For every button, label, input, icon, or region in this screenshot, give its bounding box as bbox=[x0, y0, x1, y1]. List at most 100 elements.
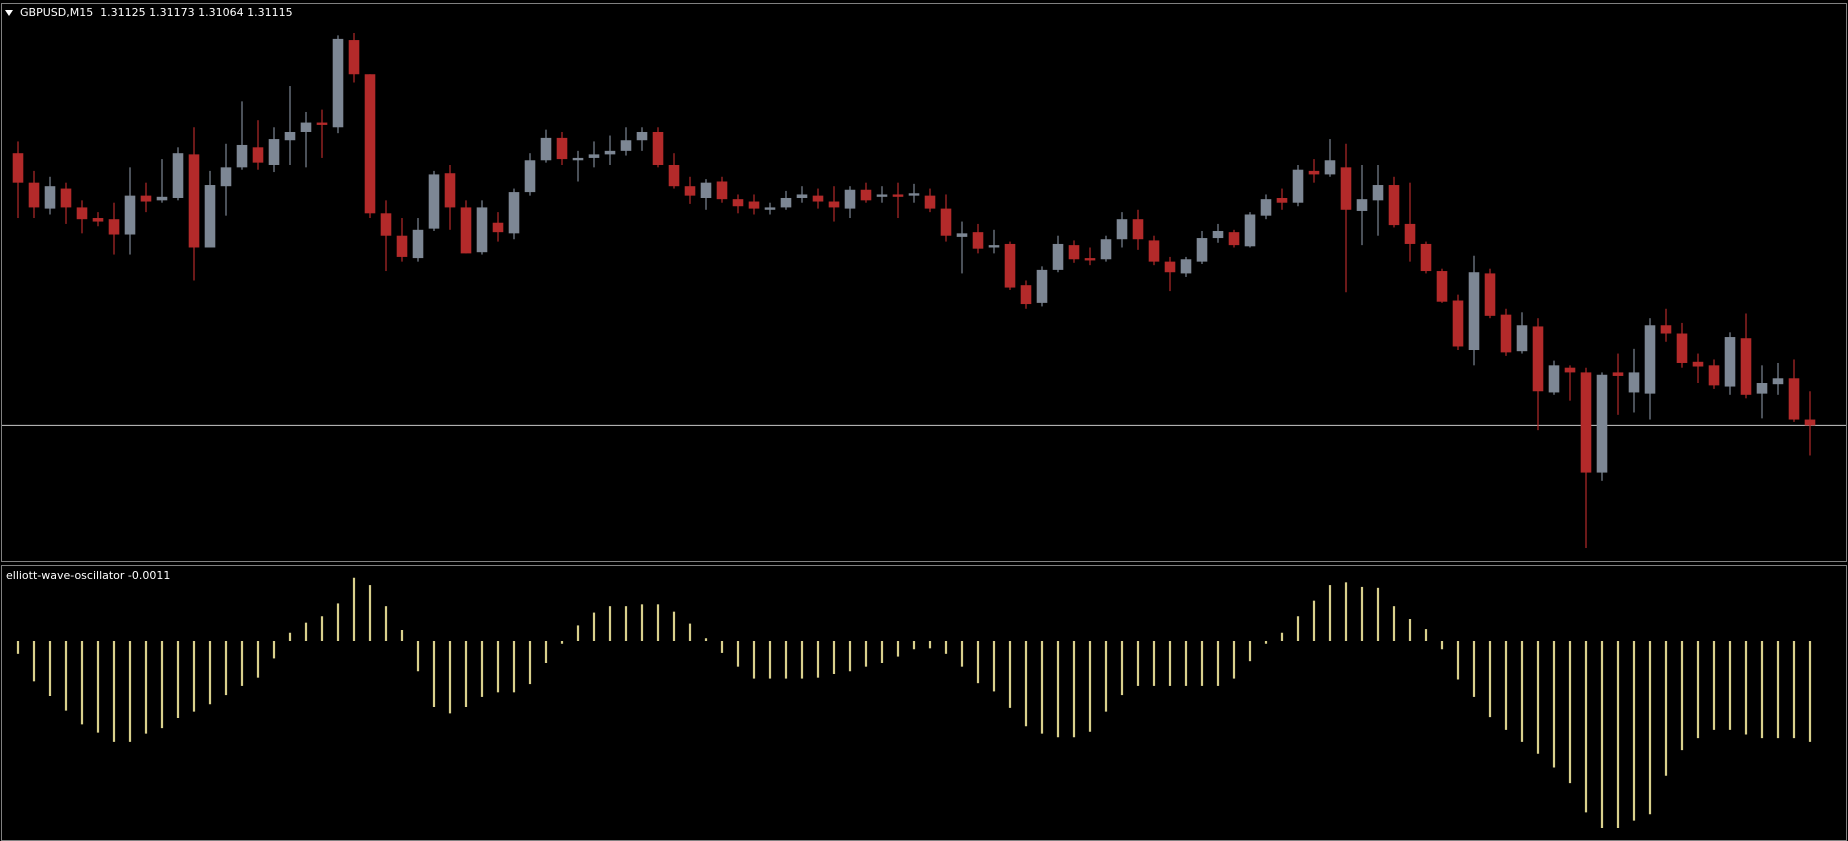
candle-body bbox=[844, 189, 856, 209]
candle-body bbox=[1084, 258, 1096, 261]
candle-body bbox=[284, 131, 296, 141]
candle-body bbox=[1164, 261, 1176, 273]
candle-body bbox=[1548, 365, 1560, 393]
candle-body bbox=[1404, 223, 1416, 244]
candle-body bbox=[44, 186, 56, 209]
candle-body bbox=[1052, 243, 1064, 270]
candle-body bbox=[188, 154, 200, 248]
candle-body bbox=[1804, 419, 1816, 426]
candle-body bbox=[1372, 185, 1384, 201]
candle-body bbox=[1692, 361, 1704, 367]
candle-body bbox=[1708, 365, 1720, 386]
candle-body bbox=[1580, 372, 1592, 473]
candle-body bbox=[460, 207, 472, 254]
marks bbox=[2, 33, 1846, 828]
candle-body bbox=[572, 157, 584, 161]
candle-body bbox=[1724, 337, 1736, 387]
candle-body bbox=[764, 207, 776, 210]
candle-body bbox=[1004, 243, 1016, 288]
candle-body bbox=[1484, 273, 1496, 316]
candle-body bbox=[556, 137, 568, 160]
candle-body bbox=[1740, 338, 1752, 395]
candle-body bbox=[1308, 170, 1320, 175]
candle-body bbox=[716, 181, 728, 200]
candle-body bbox=[1228, 232, 1240, 246]
candle-body bbox=[140, 195, 152, 202]
candle-body bbox=[892, 194, 904, 197]
candle-body bbox=[1324, 160, 1336, 175]
candle-body bbox=[476, 207, 488, 253]
candle-body bbox=[156, 196, 168, 201]
symbol-header: GBPUSD,M15 1.31125 1.31173 1.31064 1.311… bbox=[20, 6, 293, 19]
candle-body bbox=[684, 186, 696, 196]
candle-body bbox=[924, 195, 936, 209]
candle-body bbox=[1436, 271, 1448, 302]
candle-body bbox=[668, 164, 680, 187]
candle-body bbox=[1660, 325, 1672, 334]
candle-body bbox=[268, 139, 280, 165]
candle-body bbox=[876, 194, 888, 197]
candle-body bbox=[1100, 239, 1112, 260]
candle-body bbox=[1756, 383, 1768, 394]
candle-body bbox=[828, 201, 840, 208]
candle-body bbox=[972, 232, 984, 249]
candle-body bbox=[76, 207, 88, 220]
candle-body bbox=[1500, 314, 1512, 353]
candle-body bbox=[1244, 214, 1256, 247]
candle-body bbox=[540, 137, 552, 161]
candle-body bbox=[1116, 219, 1128, 240]
candle-body bbox=[1612, 372, 1624, 376]
candle-body bbox=[28, 182, 40, 208]
candle-body bbox=[252, 147, 264, 163]
candle-body bbox=[1020, 285, 1032, 305]
candle-body bbox=[796, 194, 808, 198]
candle-body bbox=[12, 153, 24, 183]
candle-body bbox=[700, 182, 712, 198]
candle-body bbox=[988, 245, 1000, 248]
candle-body bbox=[204, 185, 216, 248]
candle-body bbox=[812, 195, 824, 202]
candle-body bbox=[860, 189, 872, 201]
candle-body bbox=[620, 140, 632, 151]
candle-body bbox=[1516, 325, 1528, 352]
candle-body bbox=[908, 193, 920, 196]
candle-body bbox=[1676, 333, 1688, 363]
indicator-header: elliott-wave-oscillator -0.0011 bbox=[6, 569, 170, 582]
candle-body bbox=[1356, 199, 1368, 211]
candle-body bbox=[428, 174, 440, 229]
candle-body bbox=[1068, 245, 1080, 260]
candle-body bbox=[1260, 199, 1272, 216]
candle-body bbox=[332, 38, 344, 128]
candle-body bbox=[412, 229, 424, 259]
candle-body bbox=[604, 150, 616, 155]
candle-body bbox=[1180, 259, 1192, 274]
main-pane-frame bbox=[1, 3, 1847, 562]
candle-body bbox=[940, 208, 952, 236]
candle-body bbox=[492, 222, 504, 233]
candle-body bbox=[1276, 197, 1288, 203]
candle-body bbox=[1564, 367, 1576, 373]
candle-body bbox=[1036, 269, 1048, 303]
candle-body bbox=[1468, 272, 1480, 351]
candle-body bbox=[1148, 240, 1160, 262]
candle-body bbox=[444, 173, 456, 208]
menu-triangle[interactable] bbox=[5, 10, 13, 16]
candle-body bbox=[1772, 378, 1784, 385]
candle-body bbox=[1788, 378, 1800, 420]
candle-body bbox=[316, 122, 328, 125]
candle-body bbox=[236, 144, 248, 168]
candle-body bbox=[636, 131, 648, 141]
candle-body bbox=[1196, 238, 1208, 262]
candle-body bbox=[300, 122, 312, 132]
candle-body bbox=[588, 154, 600, 158]
candle-body bbox=[1644, 325, 1656, 394]
candle-body bbox=[124, 195, 136, 235]
candle-body bbox=[1628, 372, 1640, 393]
candle-body bbox=[92, 218, 104, 222]
candle-body bbox=[780, 197, 792, 208]
candle-body bbox=[108, 219, 120, 235]
candle-body bbox=[396, 235, 408, 257]
